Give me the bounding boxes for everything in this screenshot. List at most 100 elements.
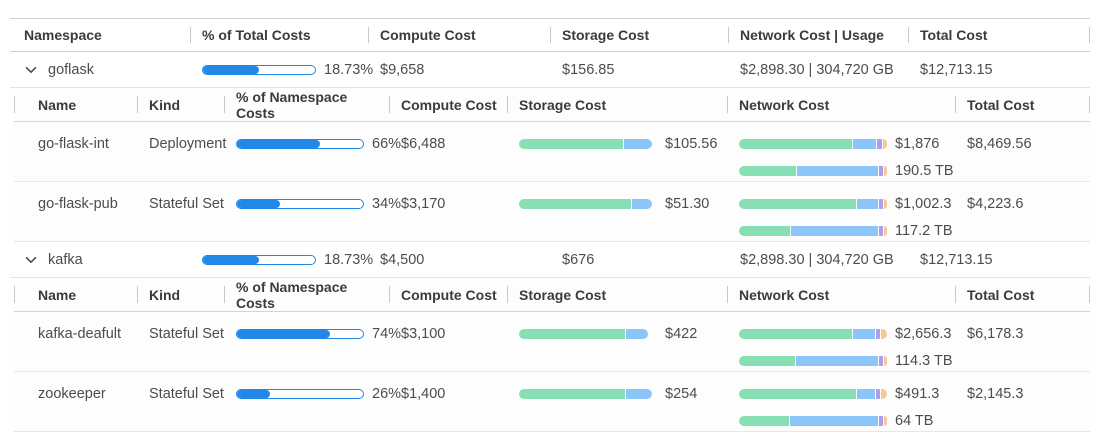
progress-fill [237, 140, 321, 148]
col-header-storage-cost: Storage Cost [550, 19, 728, 51]
network-cost-value: $491.3 [895, 386, 940, 402]
network-cost-bar [739, 329, 887, 339]
network-usage-value: 64 TB [895, 413, 934, 429]
namespace-costs-progress-bar [236, 389, 364, 399]
network-usage-bar [739, 416, 887, 426]
subtable-header-row: Name Kind % of Namespace Costs Compute C… [14, 278, 1090, 312]
storage-cost-bar [519, 329, 657, 339]
total-cost-value: $6,178.3 [967, 326, 1024, 342]
total-cost-value: $2,145.3 [967, 386, 1024, 402]
progress-fill [237, 330, 331, 338]
storage-cost-value: $51.30 [665, 196, 710, 212]
pct-namespace-costs-value: 26% [372, 386, 402, 402]
workload-name: go-flask-pub [38, 196, 118, 212]
workload-name: zookeeper [38, 386, 106, 402]
network-cost-bar [739, 139, 887, 149]
workload-kind: Stateful Set [149, 196, 224, 212]
namespace-name: kafka [48, 251, 83, 268]
subcol-header-storage-cost: Storage Cost [507, 88, 727, 121]
goflask-workloads-subtable: Name Kind % of Namespace Costs Compute C… [14, 88, 1090, 242]
storage-cost-value: $254 [665, 386, 698, 402]
workload-kind: Deployment [149, 136, 227, 152]
workload-name: kafka-deafult [38, 326, 122, 342]
table-header-row: Namespace % of Total Costs Compute Cost … [10, 18, 1090, 52]
compute-cost-value: $3,100 [401, 326, 446, 342]
workload-kind: Stateful Set [149, 326, 224, 342]
namespace-costs-progress-bar [236, 199, 364, 209]
col-header-compute-cost: Compute Cost [368, 19, 550, 51]
network-usage-bar [739, 226, 887, 236]
compute-cost-value: $4,500 [380, 251, 425, 268]
subcol-header-kind: Kind [137, 278, 224, 311]
col-header-total-cost: Total Cost [908, 19, 1090, 51]
total-costs-progress-bar [202, 64, 316, 75]
network-cost-usage-value: $2,898.30 | 304,720 GB [740, 61, 894, 78]
pct-total-costs-value: 18.73% [324, 251, 374, 268]
col-header-namespace: Namespace [24, 27, 102, 43]
network-cost-value: $1,876 [895, 136, 940, 152]
total-costs-progress-bar [202, 254, 316, 265]
total-cost-value: $12,713.15 [920, 61, 993, 78]
workload-row-go-flask-pub: go-flask-pub Stateful Set 34% $3,170 $51… [14, 182, 1090, 242]
compute-cost-value: $9,658 [380, 61, 425, 78]
subcol-header-network-cost: Network Cost [727, 278, 955, 311]
storage-cost-bar [519, 389, 657, 399]
network-usage-value: 114.3 TB [895, 353, 953, 369]
kafka-workloads-subtable: Name Kind % of Namespace Costs Compute C… [14, 278, 1090, 432]
network-usage-bar [739, 356, 887, 366]
progress-fill [237, 390, 270, 398]
subcol-header-pct-namespace-costs: % of Namespace Costs [224, 88, 389, 121]
compute-cost-value: $6,488 [401, 136, 446, 152]
network-usage-value: 117.2 TB [895, 223, 953, 239]
subcol-header-network-cost: Network Cost [727, 88, 955, 121]
subcol-header-storage-cost: Storage Cost [507, 278, 727, 311]
total-cost-value: $4,223.6 [967, 196, 1024, 212]
progress-fill [203, 65, 259, 74]
storage-cost-value: $422 [665, 326, 698, 342]
storage-cost-value: $105.56 [665, 136, 718, 152]
pct-namespace-costs-value: 74% [372, 326, 402, 342]
pct-total-costs-value: 18.73% [324, 61, 374, 78]
col-header-network-cost-usage: Network Cost | Usage [728, 19, 908, 51]
progress-fill [237, 200, 280, 208]
network-cost-bar [739, 389, 887, 399]
namespace-row-goflask[interactable]: goflask 18.73% $9,658 $156.85 $2,898.30 … [10, 52, 1090, 88]
subtable-header-row: Name Kind % of Namespace Costs Compute C… [14, 88, 1090, 122]
network-cost-usage-value: $2,898.30 | 304,720 GB [740, 251, 894, 268]
compute-cost-value: $1,400 [401, 386, 446, 402]
subcol-header-name: Name [14, 88, 137, 121]
pct-namespace-costs-value: 34% [372, 196, 402, 212]
storage-cost-value: $676 [562, 251, 595, 268]
namespace-name: goflask [48, 61, 94, 78]
namespace-cost-table: Namespace % of Total Costs Compute Cost … [10, 18, 1090, 432]
storage-cost-bar [519, 199, 657, 209]
workload-row-kafka-deafult: kafka-deafult Stateful Set 74% $3,100 $4… [14, 312, 1090, 372]
subcol-header-compute-cost: Compute Cost [389, 88, 507, 121]
chevron-down-icon[interactable] [24, 253, 38, 267]
namespace-costs-progress-bar [236, 139, 364, 149]
workload-row-go-flask-int: go-flask-int Deployment 66% $6,488 $105.… [14, 122, 1090, 182]
workload-kind: Stateful Set [149, 386, 224, 402]
network-usage-value: 190.5 TB [895, 163, 954, 179]
pct-namespace-costs-value: 66% [372, 136, 402, 152]
namespace-row-kafka[interactable]: kafka 18.73% $4,500 $676 $2,898.30 | 304… [10, 242, 1090, 278]
subcol-header-total-cost: Total Cost [955, 278, 1090, 311]
total-cost-value: $12,713.15 [920, 251, 993, 268]
network-cost-value: $2,656.3 [895, 326, 952, 342]
namespace-costs-progress-bar [236, 329, 364, 339]
storage-cost-bar [519, 139, 657, 149]
network-cost-value: $1,002.3 [895, 196, 952, 212]
subcol-header-pct-namespace-costs: % of Namespace Costs [224, 278, 389, 311]
subcol-header-name: Name [14, 278, 137, 311]
network-usage-bar [739, 166, 887, 176]
progress-fill [203, 255, 259, 264]
workload-name: go-flask-int [38, 136, 109, 152]
chevron-down-icon[interactable] [24, 63, 38, 77]
subcol-header-total-cost: Total Cost [955, 88, 1090, 121]
workload-row-zookeeper: zookeeper Stateful Set 26% $1,400 $254 $… [14, 372, 1090, 432]
col-header-pct-total-costs: % of Total Costs [190, 19, 368, 51]
subcol-header-compute-cost: Compute Cost [389, 278, 507, 311]
total-cost-value: $8,469.56 [967, 136, 1032, 152]
subcol-header-kind: Kind [137, 88, 224, 121]
